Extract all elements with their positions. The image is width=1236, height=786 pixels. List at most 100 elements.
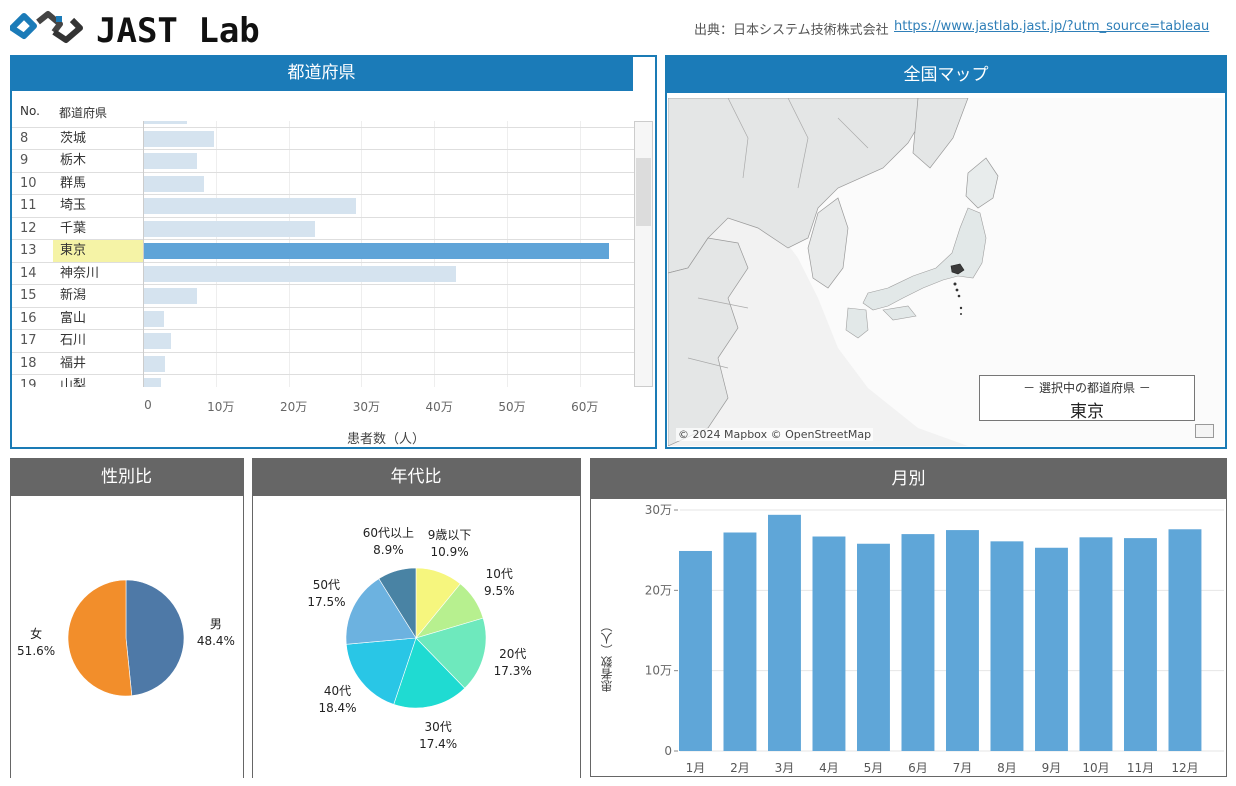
prefecture-name[interactable]: 栃木 <box>60 153 87 168</box>
prefecture-list[interactable]: 7 福島 8 茨城 9 栃木 10 群馬 11 埼玉 12 千葉 13 東京 14 神奈川 15 新潟 16 富山 17… <box>12 121 634 387</box>
gender-pie[interactable] <box>10 496 243 778</box>
row-number: 16 <box>20 310 37 326</box>
prefecture-bar[interactable] <box>143 355 165 372</box>
prefecture-name[interactable]: 群馬 <box>60 175 87 191</box>
month-bar[interactable] <box>812 536 846 751</box>
month-x-label: 3月 <box>775 761 795 775</box>
prefecture-name[interactable]: 茨城 <box>60 130 87 146</box>
prefecture-bar[interactable] <box>143 175 205 192</box>
map-credit[interactable]: © 2024 Mapbox © OpenStreetMap <box>676 428 874 441</box>
prefecture-bar[interactable] <box>143 130 215 147</box>
prefecture-row[interactable]: 11 埼玉 <box>12 195 634 218</box>
row-number: 13 <box>20 243 37 258</box>
row-number: 18 <box>20 355 37 371</box>
month-bar[interactable] <box>857 543 890 751</box>
prefecture-row[interactable]: 18 福井 <box>12 353 634 375</box>
prefecture-row[interactable]: 15 新潟 <box>12 285 634 308</box>
pie-slice[interactable] <box>393 637 466 709</box>
source-link[interactable]: https://www.jastlab.jast.jp/?utm_source=… <box>894 19 1210 34</box>
prefecture-row[interactable]: 19 山梨 <box>12 375 634 387</box>
pie-slice[interactable] <box>378 567 417 640</box>
row-number: 11 <box>20 198 37 213</box>
prefecture-row[interactable]: 12 千葉 <box>12 218 634 240</box>
month-bar[interactable] <box>1168 529 1202 751</box>
month-bar[interactable] <box>723 532 757 751</box>
prefecture-row[interactable]: 13 東京 <box>12 240 634 263</box>
pie-label-name: 40代 <box>323 683 352 698</box>
pie-label-name: 10代 <box>485 566 513 581</box>
prefecture-name[interactable]: 東京 <box>53 240 144 262</box>
prefecture-bar[interactable] <box>143 265 457 282</box>
month-bar[interactable] <box>1035 547 1068 751</box>
pie-label: 女 51.6% <box>17 626 55 660</box>
prefecture-bar[interactable] <box>143 243 609 259</box>
pie-label: 60代以上 8.9% <box>363 525 414 559</box>
month-bar[interactable] <box>901 534 935 751</box>
month-bar[interactable] <box>768 514 801 751</box>
map-panel-title: 全国マップ <box>667 57 1225 93</box>
column-header-prefecture[interactable]: 都道府県 <box>59 106 108 120</box>
scrollbar-thumb[interactable] <box>636 158 651 226</box>
row-number: 14 <box>20 265 37 281</box>
x-tick-label: 0 <box>144 398 152 412</box>
prefecture-bar[interactable] <box>143 333 171 349</box>
prefecture-row[interactable]: 8 茨城 <box>12 128 634 150</box>
prefecture-row[interactable]: 16 富山 <box>12 308 634 330</box>
jastlab-logo[interactable]: JAST Lab <box>10 8 282 48</box>
prefecture-name[interactable]: 埼玉 <box>60 198 87 213</box>
prefecture-name[interactable]: 福井 <box>60 355 87 371</box>
map-layers-icon[interactable] <box>1195 424 1214 438</box>
logo-mark <box>10 11 83 43</box>
prefecture-row[interactable]: 14 神奈川 <box>12 263 634 285</box>
prefecture-name[interactable]: 富山 <box>60 310 87 326</box>
gender-panel-title: 性別比 <box>10 458 243 496</box>
prefecture-bar[interactable] <box>143 288 197 304</box>
prefecture-bar[interactable] <box>143 310 165 327</box>
pie-slice[interactable] <box>125 579 185 697</box>
month-x-label: 7月 <box>953 761 973 775</box>
pie-slice[interactable] <box>345 578 417 645</box>
month-bar[interactable] <box>946 530 979 751</box>
prefecture-row[interactable]: 7 福島 <box>12 121 634 128</box>
prefecture-row[interactable]: 9 栃木 <box>12 150 634 173</box>
pie-slice[interactable] <box>415 617 487 689</box>
month-bar[interactable] <box>990 541 1024 751</box>
age-pie[interactable] <box>252 496 580 778</box>
pie-label-name: 9歳以下 <box>427 527 472 542</box>
prefecture-row[interactable]: 17 石川 <box>12 330 634 353</box>
prefecture-name[interactable]: 福島 <box>53 121 144 127</box>
prefecture-bar[interactable] <box>143 378 162 387</box>
month-x-label: 5月 <box>864 761 884 775</box>
prefecture-row[interactable]: 10 群馬 <box>12 173 634 195</box>
age-panel-title: 年代比 <box>252 458 580 496</box>
y-tick-label: 0 <box>664 744 672 758</box>
prefecture-name[interactable]: 山梨 <box>60 378 87 387</box>
pie-label-pct: 48.4% <box>196 634 235 649</box>
prefecture-bar[interactable] <box>143 220 315 237</box>
prefecture-name[interactable]: 石川 <box>60 333 87 348</box>
month-x-label: 11月 <box>1127 761 1154 775</box>
y-tick-label: 30万 <box>645 503 672 517</box>
prefecture-name[interactable]: 千葉 <box>60 220 87 236</box>
legend-value: 東京 <box>1070 402 1104 422</box>
month-x-label: 10月 <box>1082 761 1109 775</box>
prefecture-name[interactable]: 神奈川 <box>60 265 100 281</box>
pie-slice[interactable] <box>67 579 133 697</box>
prefecture-bar[interactable] <box>143 121 187 124</box>
pie-label-pct: 17.5% <box>307 594 346 609</box>
pie-slice[interactable] <box>345 637 417 705</box>
month-bar[interactable] <box>679 550 712 751</box>
pie-label-pct: 18.4% <box>318 700 357 715</box>
row-number: 9 <box>20 153 29 168</box>
prefecture-name[interactable]: 新潟 <box>60 288 87 303</box>
month-bar[interactable] <box>1124 538 1157 751</box>
month-x-label: 8月 <box>997 761 1017 775</box>
month-bar[interactable] <box>1079 537 1113 751</box>
prefecture-bar[interactable] <box>143 153 197 169</box>
column-header-no[interactable]: No. <box>20 104 40 118</box>
y-tick-label: 20万 <box>645 583 672 597</box>
pie-label-pct: 9.5% <box>484 583 515 598</box>
monthly-bar-chart[interactable]: 1月 2月 3月 4月 5月 6月 7月 8月 9月 10月 11月 12月 0 10万 20万 30万 <box>592 500 1226 776</box>
month-x-label: 9月 <box>1042 761 1062 775</box>
prefecture-bar[interactable] <box>143 198 356 214</box>
